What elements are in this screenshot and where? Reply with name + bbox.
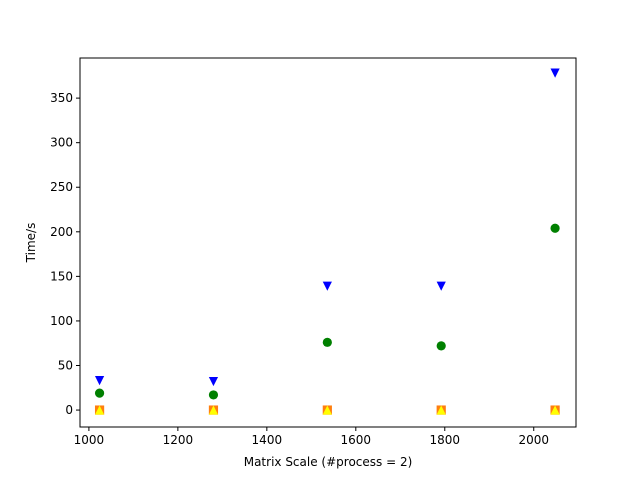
data-point-series-1 <box>550 68 560 78</box>
data-marks <box>94 68 560 415</box>
y-tick-label: 0 <box>65 403 73 417</box>
x-tick-label: 1600 <box>341 433 372 447</box>
data-point-series-2 <box>436 341 446 351</box>
plot-frame <box>79 57 577 428</box>
data-point-series-4 <box>322 405 332 415</box>
x-tick-label: 1400 <box>252 433 283 447</box>
y-axis-title: Time/s <box>24 223 38 264</box>
data-point-series-1 <box>94 376 105 386</box>
x-tick-label: 1200 <box>163 433 194 447</box>
x-tick-label: 1000 <box>74 433 105 447</box>
data-point-series-2 <box>322 337 332 347</box>
data-point-series-4 <box>436 405 446 415</box>
y-tick-label: 200 <box>50 225 73 239</box>
data-point-series-2 <box>550 223 560 233</box>
x-axis: 1000 1200 1400 1600 1800 2000 <box>74 427 549 447</box>
x-axis-title: Matrix Scale (#process = 2) <box>244 455 413 469</box>
data-point-series-1 <box>322 281 332 291</box>
x-tick-label: 1800 <box>429 433 460 447</box>
y-tick-label: 100 <box>50 314 73 328</box>
y-tick-label: 50 <box>58 359 73 373</box>
data-point-series-1 <box>208 376 219 387</box>
data-point-series-2 <box>208 390 219 400</box>
y-axis: 0 50 100 150 200 250 300 350 <box>50 91 80 417</box>
y-tick-label: 250 <box>50 180 73 194</box>
x-tick-label: 2000 <box>518 433 549 447</box>
data-point-series-4 <box>208 405 219 415</box>
y-tick-label: 350 <box>50 91 73 105</box>
data-point-series-4 <box>94 405 105 415</box>
data-point-series-4 <box>550 405 560 415</box>
data-point-series-2 <box>94 388 105 398</box>
y-tick-label: 300 <box>50 136 73 150</box>
data-point-series-1 <box>436 281 446 291</box>
y-tick-label: 150 <box>50 269 73 283</box>
